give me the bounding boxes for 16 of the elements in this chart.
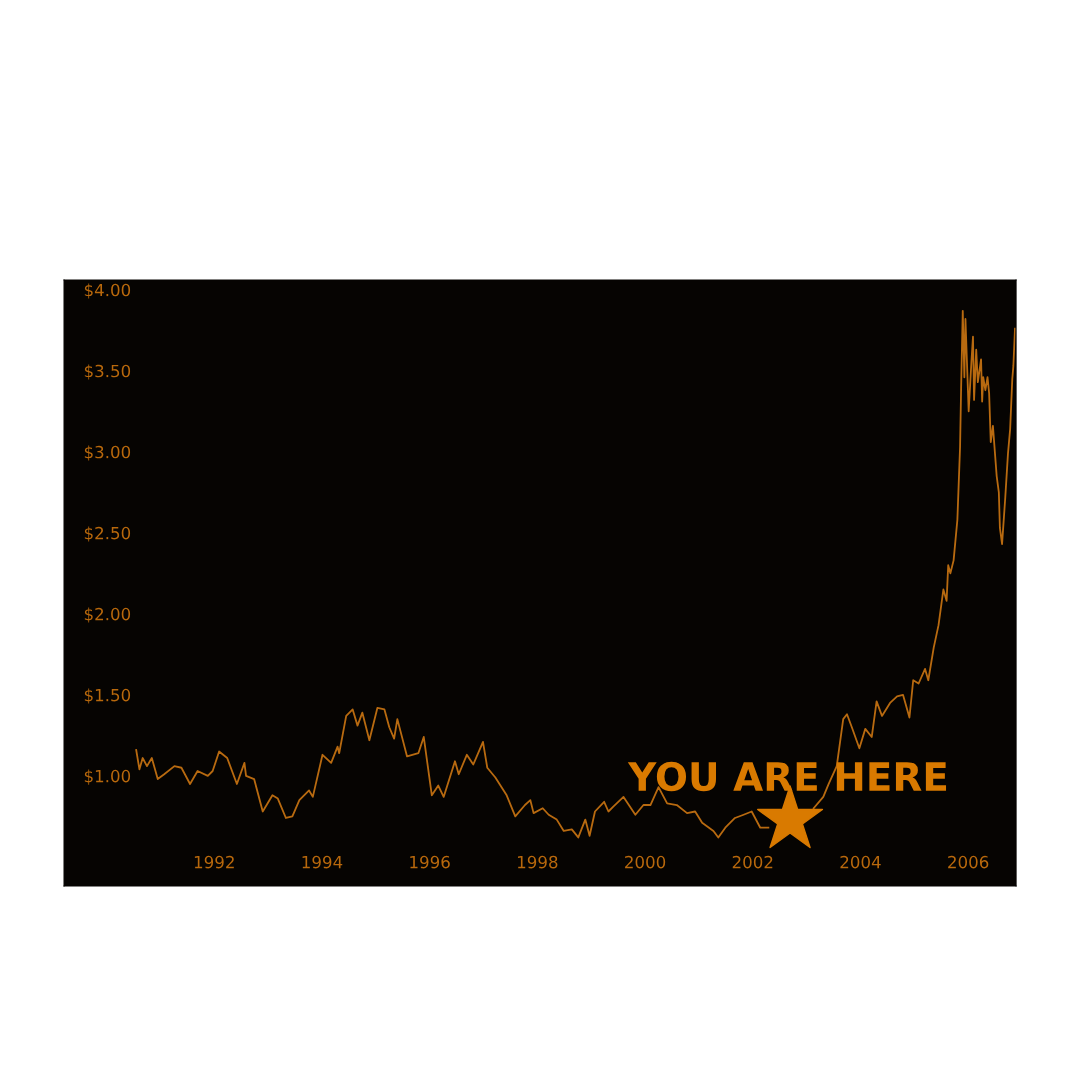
x-tick-label: 1996 [410, 855, 450, 869]
y-tick-label: $1.00 [84, 769, 131, 785]
x-tick-label: 1994 [302, 855, 343, 869]
y-tick-label: $1.50 [84, 688, 131, 704]
x-tick-label: 2002 [732, 855, 773, 869]
x-tick-label: 2006 [948, 855, 989, 869]
x-tick-label: 1998 [517, 855, 558, 869]
annotation: YOU ARE HERE [627, 761, 947, 792]
x-tick-label: 1992 [194, 855, 234, 869]
y-tick-label: $2.50 [84, 526, 131, 542]
y-tick-label: $2.00 [84, 607, 131, 623]
y-tick-label: $4.00 [84, 283, 131, 299]
y-tick-label: $3.00 [84, 445, 131, 461]
y-tick-label: $3.50 [84, 364, 131, 380]
x-tick-label: 2000 [625, 855, 666, 869]
x-tick-label: 2004 [840, 855, 881, 869]
